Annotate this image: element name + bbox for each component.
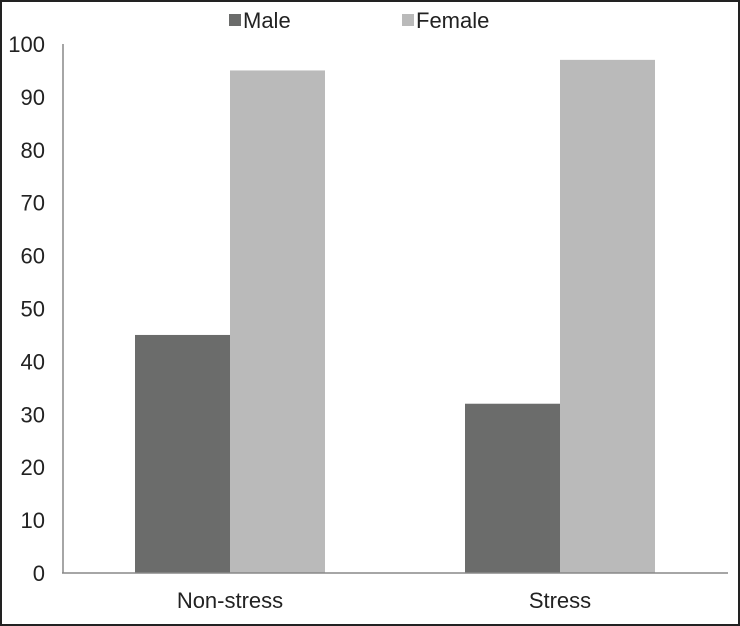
bar-female-stress <box>560 59 655 574</box>
y-tick-label: 60 <box>21 244 45 269</box>
y-tick-label: 40 <box>21 349 45 374</box>
bars <box>135 59 655 574</box>
y-tick-label: 90 <box>21 85 45 110</box>
y-tick-label: 10 <box>21 508 45 533</box>
y-tick-label: 0 <box>33 561 45 586</box>
y-tick-label: 70 <box>21 191 45 216</box>
legend-label-female: Female <box>416 8 489 33</box>
y-axis-ticks: 0 10 20 30 40 50 60 70 80 90 100 <box>8 32 45 586</box>
x-axis-labels: Non-stress Stress <box>177 588 591 613</box>
legend-label-male: Male <box>243 8 291 33</box>
y-tick-label: 50 <box>21 297 45 322</box>
y-tick-label: 20 <box>21 455 45 480</box>
legend-swatch-male <box>229 14 241 26</box>
bar-male-non-stress <box>135 334 230 573</box>
y-tick-label: 80 <box>21 138 45 163</box>
y-tick-label: 30 <box>21 402 45 427</box>
legend: Male Female <box>229 8 489 33</box>
x-tick-label: Non-stress <box>177 588 283 613</box>
legend-swatch-female <box>402 14 414 26</box>
y-tick-label: 100 <box>8 32 45 57</box>
bar-male-stress <box>465 403 560 573</box>
bar-female-non-stress <box>230 70 325 573</box>
x-tick-label: Stress <box>529 588 591 613</box>
